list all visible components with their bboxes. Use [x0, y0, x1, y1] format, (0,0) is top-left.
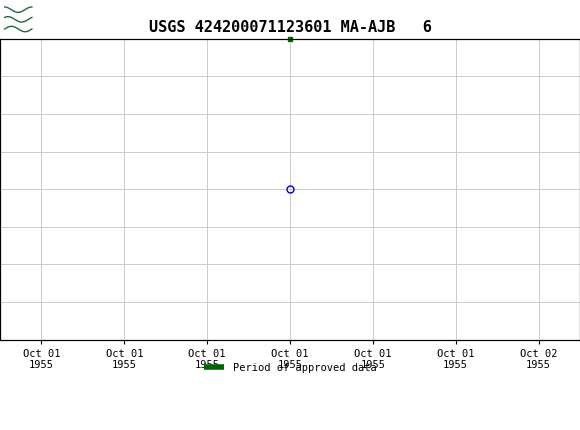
Legend: Period of approved data: Period of approved data	[200, 359, 380, 377]
FancyBboxPatch shape	[2, 3, 34, 36]
Text: USGS: USGS	[39, 10, 95, 28]
Title: USGS 424200071123601 MA-AJB   6: USGS 424200071123601 MA-AJB 6	[148, 20, 432, 35]
